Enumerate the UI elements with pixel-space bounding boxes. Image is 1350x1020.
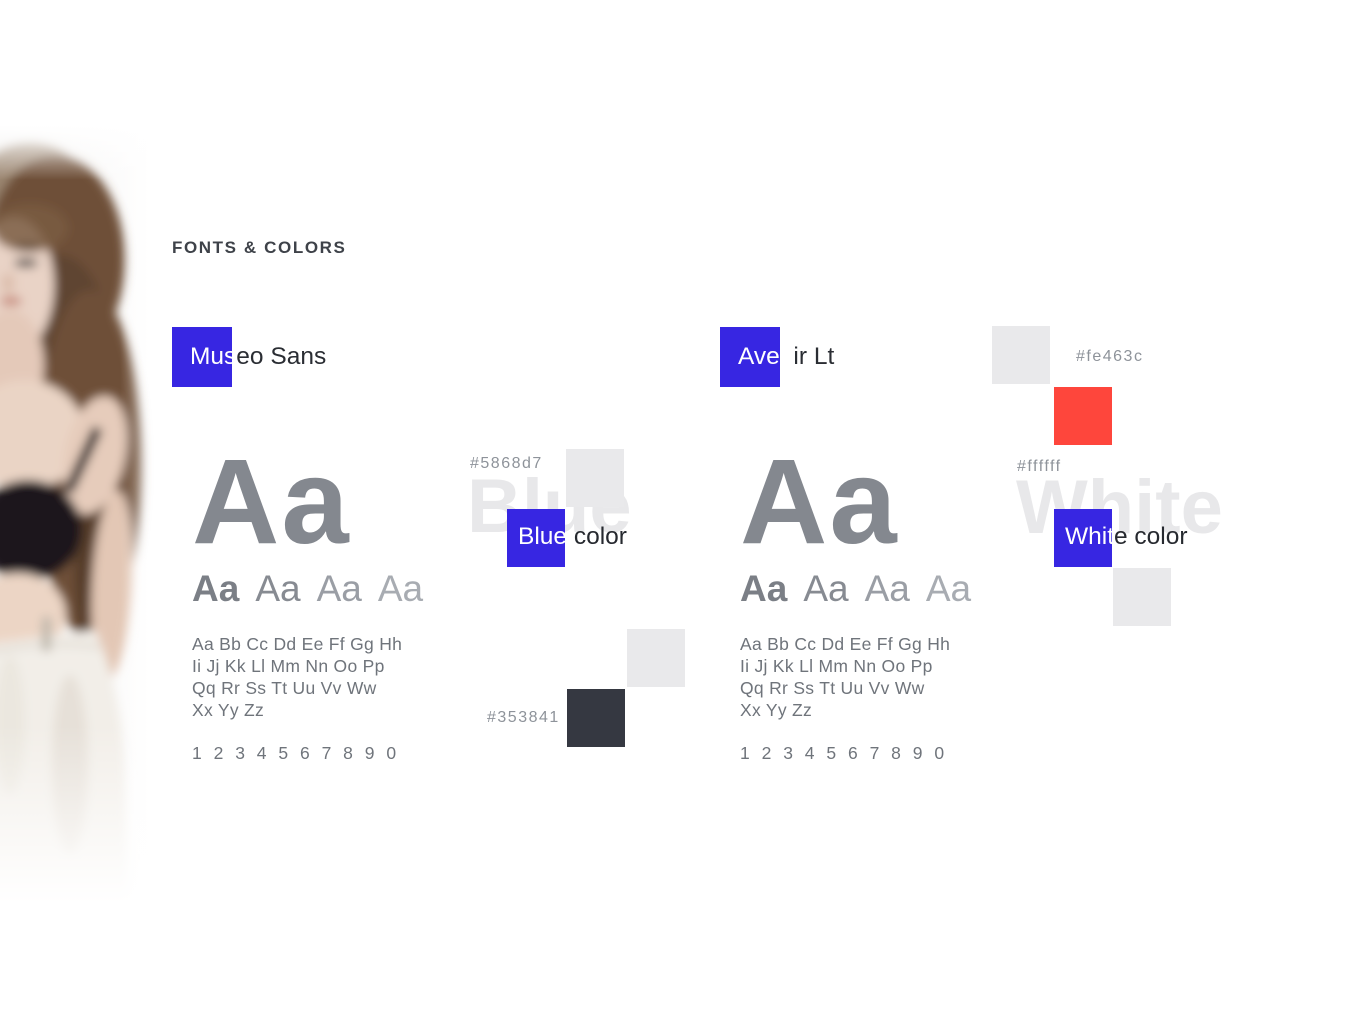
color-group-blue: #5868d7 Blue Blue color bbox=[467, 449, 727, 584]
alphabet-line: Qq Rr Ss Tt Uu Vv Ww bbox=[740, 678, 925, 698]
color-name-highlight: Blue bbox=[518, 523, 568, 550]
font-name-rest: eo Sans bbox=[236, 343, 327, 370]
hex-label-red: #fe463c bbox=[1076, 348, 1144, 365]
weight-sample-thin: Aa bbox=[925, 568, 972, 609]
color-watermark-white: White bbox=[1016, 465, 1223, 550]
weight-sample-light: Aa bbox=[316, 568, 362, 609]
alphabet-line: Qq Rr Ss Tt Uu Vv Ww bbox=[192, 678, 377, 698]
swatch-square-dark bbox=[567, 689, 625, 747]
font-weight-samples: Aa Aa Aa Aa bbox=[192, 570, 439, 607]
weight-sample-regular: Aa bbox=[255, 568, 301, 609]
hex-label-white: #ffffff bbox=[1017, 458, 1062, 475]
font-weight-samples: Aa Aa Aa Aa bbox=[740, 570, 987, 607]
accent-square bbox=[172, 327, 232, 387]
swatch-square-blue bbox=[507, 509, 565, 567]
font-numerals: 1 2 3 4 5 6 7 8 9 0 bbox=[740, 743, 948, 763]
alphabet-line: Ii Jj Kk Ll Mm Nn Oo Pp bbox=[192, 656, 385, 676]
swatch-square-red bbox=[1054, 387, 1112, 445]
font-name-highlight: Aven bbox=[738, 343, 794, 370]
font-name-highlight: Mus bbox=[190, 343, 237, 370]
weight-sample-bold: Aa bbox=[740, 568, 788, 609]
color-name-rest: color bbox=[567, 523, 627, 550]
hex-label-blue: #5868d7 bbox=[470, 455, 543, 472]
swatch-square-gray bbox=[627, 629, 685, 687]
swatch-square-gray bbox=[566, 449, 624, 507]
alphabet-line: Xx Yy Zz bbox=[740, 700, 813, 720]
color-group-dark: #353841 bbox=[487, 629, 707, 754]
color-group-white: #ffffff White White color bbox=[1016, 458, 1266, 633]
font-name: Museo Sans bbox=[190, 341, 326, 373]
alphabet-line: Aa Bb Cc Dd Ee Ff Gg Hh bbox=[192, 634, 403, 654]
font-large-specimen: Aa bbox=[740, 433, 899, 569]
model-photo bbox=[0, 125, 200, 935]
alphabet-line: Xx Yy Zz bbox=[192, 700, 265, 720]
font-name: Avenir Lt bbox=[738, 341, 834, 373]
color-group-red: #fe463c bbox=[992, 326, 1212, 451]
font-numerals: 1 2 3 4 5 6 7 8 9 0 bbox=[192, 743, 400, 763]
weight-sample-light: Aa bbox=[864, 568, 910, 609]
page-title: FONTS & COLORS bbox=[172, 238, 347, 257]
weight-sample-thin: Aa bbox=[377, 568, 424, 609]
alphabet-line: Aa Bb Cc Dd Ee Ff Gg Hh bbox=[740, 634, 951, 654]
font-large-specimen: Aa bbox=[192, 433, 351, 569]
color-name-white: White color bbox=[1065, 523, 1188, 551]
hex-label-dark: #353841 bbox=[487, 709, 560, 726]
weight-sample-bold: Aa bbox=[192, 568, 240, 609]
color-name-highlight: Whit bbox=[1065, 523, 1114, 550]
swatch-square-gray bbox=[1113, 568, 1171, 626]
font-alphabet: Aa Bb Cc Dd Ee Ff Gg Hh Ii Jj Kk Ll Mm N… bbox=[740, 633, 950, 721]
alphabet-line: Ii Jj Kk Ll Mm Nn Oo Pp bbox=[740, 656, 933, 676]
font-alphabet: Aa Bb Cc Dd Ee Ff Gg Hh Ii Jj Kk Ll Mm N… bbox=[192, 633, 402, 721]
swatch-square-blue bbox=[1054, 509, 1112, 567]
font-card-museo: Museo Sans Aa Aa Aa Aa Aa Aa Bb Cc Dd Ee Ff… bbox=[172, 327, 602, 777]
color-name-rest: e color bbox=[1114, 523, 1188, 550]
font-card-avenir: Avenir Lt Aa Aa Aa Aa Aa Aa Bb Cc Dd Ee Ff … bbox=[720, 327, 1150, 777]
color-name-blue: Blue color bbox=[518, 523, 627, 551]
weight-sample-regular: Aa bbox=[803, 568, 849, 609]
font-name-rest: ir Lt bbox=[793, 343, 835, 370]
swatch-square-gray bbox=[992, 326, 1050, 384]
accent-square bbox=[720, 327, 780, 387]
